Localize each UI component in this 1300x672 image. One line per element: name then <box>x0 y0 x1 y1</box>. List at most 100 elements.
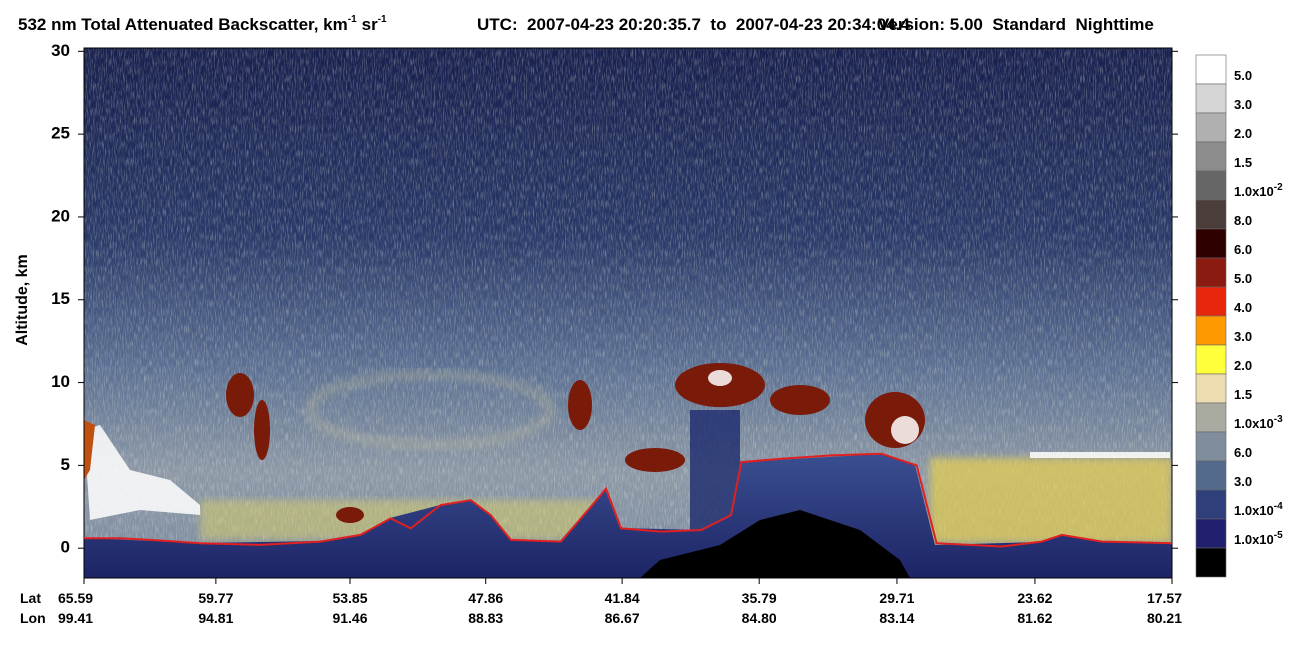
lat-tick-label: 17.57 <box>1147 590 1182 606</box>
colorbar-box <box>1195 344 1227 375</box>
colorbar-label-text: 1.0x10 <box>1234 184 1274 199</box>
y-tick-label: 5 <box>61 455 70 474</box>
lat-tick-label: 29.71 <box>879 590 914 606</box>
colorbar-label-text: 2.0 <box>1234 358 1252 373</box>
colorbar-label-text: 1.0x10 <box>1234 503 1274 518</box>
colorbar-label-text: 1.5 <box>1234 155 1252 170</box>
lat-row-label: Lat <box>20 590 41 606</box>
y-tick-label: 30 <box>51 41 70 60</box>
colorbar-label-text: 8.0 <box>1234 213 1252 228</box>
cloud-top <box>1030 452 1170 458</box>
cloud-group <box>226 363 925 523</box>
colorbar-label-text: 6.0 <box>1234 445 1252 460</box>
colorbar-label: 2.0 <box>1234 358 1252 373</box>
chart-title: 532 nm Total Attenuated Backscatter, km-… <box>18 14 387 34</box>
y-axis-label: Altitude, km <box>14 254 31 346</box>
lon-tick-label: 99.41 <box>58 610 93 626</box>
colorbar-label: 5.0 <box>1234 271 1252 286</box>
cloud <box>226 373 254 417</box>
colorbar-label: 4.0 <box>1234 300 1252 315</box>
title-unit: sr <box>362 15 378 34</box>
lon-tick-label: 84.80 <box>742 610 777 626</box>
colorbar-box <box>1195 315 1227 346</box>
cloud <box>84 420 95 480</box>
lat-tick-label: 65.59 <box>58 590 93 606</box>
colorbar-label-exp: -3 <box>1274 414 1283 425</box>
colorbar-label: 6.0 <box>1234 242 1252 257</box>
colorbar-box <box>1195 170 1227 201</box>
colorbar-label-exp: -5 <box>1274 530 1283 541</box>
y-tick-label: 20 <box>51 206 70 225</box>
backscatter-field <box>84 48 1172 578</box>
lat-tick-label: 41.84 <box>605 590 640 606</box>
colorbar-label: 6.0 <box>1234 445 1252 460</box>
y-tick-label: 10 <box>51 372 70 391</box>
plot-frame <box>83 47 1173 579</box>
lon-row-label: Lon <box>20 610 46 626</box>
cloud <box>254 400 270 460</box>
lon-tick-label: 86.67 <box>605 610 640 626</box>
lon-tick-label: 80.21 <box>1147 610 1182 626</box>
y-tick-label: 0 <box>61 538 70 557</box>
colorbar-box <box>1195 257 1227 288</box>
colorbar-box <box>1195 112 1227 143</box>
title-exp: -1 <box>348 14 357 25</box>
cloud <box>84 425 200 520</box>
y-tick-label: 25 <box>51 124 70 143</box>
surface-line <box>84 452 1172 548</box>
lat-tick-label: 59.77 <box>198 590 233 606</box>
colorbar-label-text: 5.0 <box>1234 68 1252 83</box>
colorbar-box <box>1195 518 1227 549</box>
colorbar-label: 3.0 <box>1234 474 1252 489</box>
utc-range: UTC: 2007-04-23 20:20:35.7 to 2007-04-23… <box>477 15 910 34</box>
cloud <box>625 448 685 472</box>
version-info: Version: 5.00 Standard Nighttime <box>878 15 1154 34</box>
colorbar-box <box>1195 373 1227 404</box>
colorbar-label: 1.0x10-5 <box>1234 530 1283 548</box>
lon-tick-label: 94.81 <box>198 610 233 626</box>
colorbar-label: 2.0 <box>1234 126 1252 141</box>
lon-tick-label: 91.46 <box>332 610 367 626</box>
colorbar-label-exp: -2 <box>1274 182 1283 193</box>
colorbar-label-text: 1.5 <box>1234 387 1252 402</box>
colorbar-box <box>1195 83 1227 114</box>
colorbar-box <box>1195 547 1227 578</box>
cloud <box>708 370 732 386</box>
colorbar-label-text: 3.0 <box>1234 97 1252 112</box>
colorbar-box <box>1195 460 1227 491</box>
colorbar-box <box>1195 199 1227 230</box>
lon-tick-label: 81.62 <box>1017 610 1052 626</box>
lat-tick-label: 53.85 <box>332 590 367 606</box>
colorbar-label-text: 1.0x10 <box>1234 532 1274 547</box>
colorbar-label-text: 1.0x10 <box>1234 416 1274 431</box>
fully-attenuated <box>640 510 910 578</box>
colorbar-label-text: 6.0 <box>1234 242 1252 257</box>
colorbar-label-text: 4.0 <box>1234 300 1252 315</box>
colorbar-label-exp: -4 <box>1274 501 1283 512</box>
colorbar-label: 1.0x10-3 <box>1234 414 1283 432</box>
cloud-group <box>708 370 1170 458</box>
cloud <box>770 385 830 415</box>
lon-tick-label: 83.14 <box>879 610 914 626</box>
colorbar-box <box>1195 286 1227 317</box>
colorbar-label: 3.0 <box>1234 97 1252 112</box>
lat-tick-label: 47.86 <box>468 590 503 606</box>
title-exp: -1 <box>378 14 387 25</box>
colorbar-label: 5.0 <box>1234 68 1252 83</box>
lon-tick-label: 88.83 <box>468 610 503 626</box>
colorbar-box <box>1195 431 1227 462</box>
colorbar-box <box>1195 228 1227 259</box>
subsurface-fill <box>84 454 1172 578</box>
cloud <box>568 380 592 430</box>
colorbar-label: 3.0 <box>1234 329 1252 344</box>
colorbar-box <box>1195 141 1227 172</box>
aerosol-layer <box>930 458 1172 543</box>
lat-tick-label: 23.62 <box>1017 590 1052 606</box>
aerosol-arc <box>305 370 555 450</box>
title-main: 532 nm Total Attenuated Backscatter, km <box>18 15 348 34</box>
colorbar-box <box>1195 54 1227 85</box>
colorbar-box <box>1195 402 1227 433</box>
colorbar-label: 1.0x10-2 <box>1234 182 1283 200</box>
colorbar-label-text: 3.0 <box>1234 474 1252 489</box>
